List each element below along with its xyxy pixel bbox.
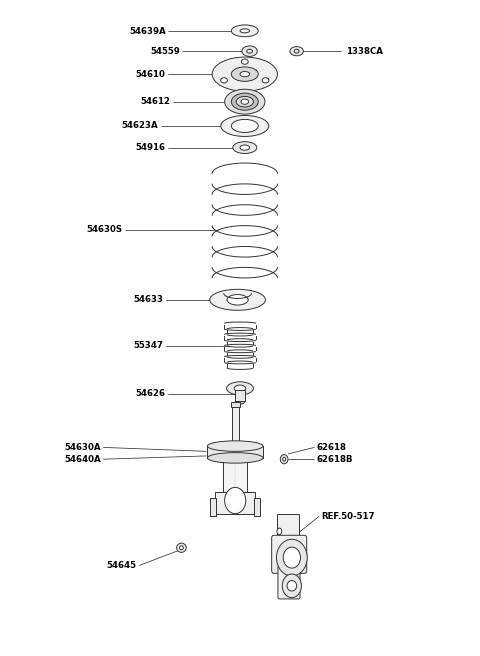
Ellipse shape	[221, 77, 228, 83]
Ellipse shape	[277, 528, 282, 535]
Ellipse shape	[231, 25, 258, 37]
Ellipse shape	[283, 547, 300, 568]
Bar	[210, 498, 216, 516]
Text: 62618: 62618	[317, 443, 347, 452]
Ellipse shape	[227, 382, 253, 395]
Ellipse shape	[177, 543, 186, 552]
Ellipse shape	[231, 67, 258, 81]
Ellipse shape	[227, 295, 248, 305]
Bar	[235, 390, 245, 401]
Ellipse shape	[241, 59, 248, 64]
Ellipse shape	[283, 457, 286, 461]
Bar	[277, 514, 299, 541]
Bar	[230, 441, 240, 449]
Ellipse shape	[233, 142, 257, 154]
Ellipse shape	[290, 47, 303, 56]
Ellipse shape	[234, 385, 246, 392]
Ellipse shape	[262, 77, 269, 83]
FancyBboxPatch shape	[278, 565, 300, 599]
Ellipse shape	[225, 487, 246, 514]
Bar	[215, 492, 255, 514]
Ellipse shape	[221, 115, 269, 136]
Text: 54623A: 54623A	[122, 121, 158, 131]
Bar	[223, 449, 247, 492]
Ellipse shape	[231, 119, 258, 133]
Text: 54633: 54633	[133, 295, 163, 304]
Ellipse shape	[276, 539, 307, 576]
Text: 54916: 54916	[135, 143, 166, 152]
FancyBboxPatch shape	[272, 535, 307, 573]
Ellipse shape	[240, 145, 250, 150]
Text: 54639A: 54639A	[129, 27, 166, 36]
Ellipse shape	[287, 581, 297, 591]
Ellipse shape	[240, 72, 250, 77]
Ellipse shape	[180, 546, 183, 550]
Ellipse shape	[241, 99, 249, 104]
Ellipse shape	[207, 441, 263, 451]
Text: 55347: 55347	[133, 341, 163, 350]
Ellipse shape	[207, 453, 263, 463]
Ellipse shape	[235, 399, 245, 404]
Ellipse shape	[240, 29, 250, 33]
Bar	[207, 446, 263, 458]
Text: 54640A: 54640A	[64, 455, 101, 464]
Text: 54630A: 54630A	[64, 443, 101, 452]
Text: 54630S: 54630S	[86, 225, 122, 234]
Ellipse shape	[210, 289, 265, 310]
Text: 54610: 54610	[136, 70, 166, 79]
Text: 54612: 54612	[140, 97, 170, 106]
Ellipse shape	[282, 574, 301, 598]
Ellipse shape	[236, 96, 253, 107]
Text: 54645: 54645	[107, 561, 137, 570]
Text: 1338CA: 1338CA	[346, 47, 383, 56]
Ellipse shape	[231, 93, 258, 110]
Bar	[231, 402, 240, 407]
Bar	[232, 405, 239, 441]
Ellipse shape	[280, 455, 288, 464]
Text: 62618B: 62618B	[317, 455, 353, 464]
Text: 54559: 54559	[150, 47, 180, 56]
Ellipse shape	[212, 57, 277, 91]
Ellipse shape	[225, 89, 265, 114]
Text: 54626: 54626	[135, 389, 166, 398]
Text: REF.50-517: REF.50-517	[322, 512, 375, 521]
Ellipse shape	[242, 46, 257, 56]
Bar	[254, 498, 260, 516]
